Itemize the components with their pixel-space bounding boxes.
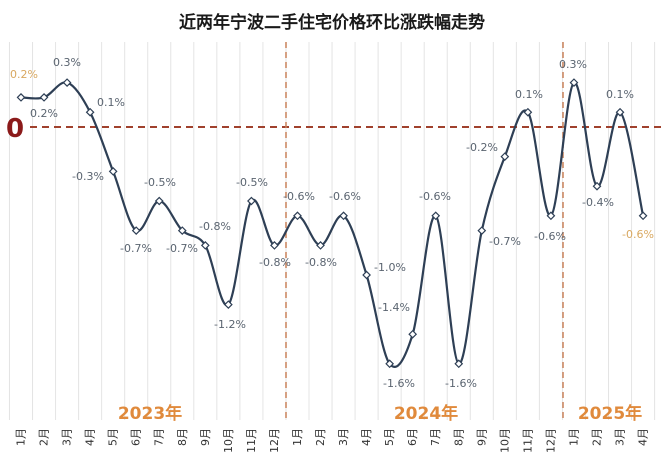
- x-tick-label: 10月: [498, 428, 511, 453]
- data-label: 0.3%: [53, 56, 81, 69]
- x-tick-label: 6月: [130, 428, 143, 446]
- data-label: -0.5%: [144, 176, 176, 189]
- data-point: [154, 196, 164, 206]
- data-label: -1.2%: [214, 318, 246, 331]
- data-label: -0.6%: [534, 230, 566, 243]
- x-tick-label: 10月: [222, 428, 235, 453]
- data-label: 0.2%: [30, 107, 58, 120]
- data-point: [431, 211, 441, 221]
- data-label: 0.1%: [97, 96, 125, 109]
- data-point: [638, 211, 648, 221]
- x-tick-label: 3月: [337, 428, 350, 446]
- x-tick-label: 12月: [268, 428, 281, 453]
- x-tick-label: 9月: [475, 428, 488, 446]
- data-point: [523, 107, 533, 117]
- data-point: [592, 181, 602, 191]
- year-label-2023: 2023年: [118, 403, 182, 424]
- data-label: -0.7%: [120, 242, 152, 255]
- data-point: [200, 241, 210, 250]
- data-point: [385, 359, 395, 369]
- x-tick-label: 2月: [591, 428, 604, 446]
- zero-label: 0: [6, 114, 24, 144]
- data-point: [108, 167, 118, 176]
- data-point: [339, 211, 348, 221]
- x-tick-label: 2月: [314, 428, 327, 446]
- data-point: [62, 78, 72, 87]
- data-label: -0.2%: [466, 141, 498, 154]
- data-point: [546, 211, 556, 221]
- x-tick-label: 1月: [15, 428, 28, 446]
- data-label: -1.6%: [445, 377, 477, 390]
- data-label: 0.2%: [10, 68, 38, 81]
- x-tick-label: 4月: [84, 428, 97, 446]
- x-tick-label: 8月: [452, 428, 465, 446]
- x-tick-label: 4月: [360, 428, 373, 446]
- data-point: [316, 241, 325, 250]
- data-label: 0.1%: [606, 88, 634, 101]
- data-point: [39, 93, 49, 102]
- data-label: -0.3%: [72, 170, 104, 183]
- data-label: -0.6%: [329, 190, 361, 203]
- data-label: -0.6%: [419, 190, 451, 203]
- x-tick-label: 9月: [199, 428, 212, 446]
- data-label: -0.8%: [199, 220, 231, 233]
- x-tick-label: 7月: [429, 428, 442, 446]
- data-label: -0.8%: [305, 256, 337, 269]
- data-point: [477, 226, 487, 235]
- data-point: [270, 241, 279, 250]
- data-label: -1.6%: [383, 377, 415, 390]
- x-tick-label: 3月: [61, 428, 74, 446]
- x-tick-label: 2月: [38, 428, 51, 446]
- data-point: [454, 359, 464, 369]
- data-label: -0.6%: [622, 228, 654, 241]
- data-label: -0.4%: [582, 196, 614, 209]
- data-point: [500, 152, 510, 161]
- x-tick-label: 4月: [637, 428, 650, 446]
- data-point: [223, 300, 233, 309]
- x-tick-label: 11月: [521, 428, 534, 453]
- x-tick-label: 11月: [245, 428, 258, 453]
- data-point: [569, 78, 579, 87]
- year-label-2024: 2024年: [394, 403, 458, 424]
- x-tick-label: 8月: [176, 428, 189, 446]
- data-point: [131, 226, 141, 235]
- data-label: -0.8%: [259, 256, 291, 269]
- data-label: -0.5%: [236, 176, 268, 189]
- data-label: -0.7%: [166, 242, 198, 255]
- chart-title: 近两年宁波二手住宅价格环比涨跌幅走势: [179, 12, 485, 33]
- year-label-2025: 2025年: [578, 403, 642, 424]
- x-tick-label: 5月: [107, 428, 120, 446]
- data-point: [85, 107, 95, 117]
- data-point: [177, 226, 187, 235]
- data-label: -1.4%: [378, 301, 410, 314]
- data-label: -0.6%: [283, 190, 315, 203]
- x-tick-label: 3月: [614, 428, 627, 446]
- x-tick-label: 1月: [567, 428, 580, 446]
- x-tick-label: 5月: [383, 428, 396, 446]
- data-label: 0.1%: [515, 88, 543, 101]
- data-point: [615, 107, 625, 117]
- data-point: [408, 329, 418, 339]
- data-label: -0.7%: [489, 235, 521, 248]
- data-label: 0.3%: [559, 58, 587, 71]
- data-point: [293, 211, 302, 221]
- data-point: [16, 93, 26, 102]
- x-tick-label: 7月: [153, 428, 166, 446]
- data-label: -1.0%: [374, 261, 406, 274]
- x-tick-label: 12月: [544, 428, 557, 453]
- x-tick-label: 1月: [291, 428, 304, 446]
- x-tick-label: 6月: [406, 428, 419, 446]
- data-point: [362, 270, 371, 280]
- data-point: [247, 196, 256, 206]
